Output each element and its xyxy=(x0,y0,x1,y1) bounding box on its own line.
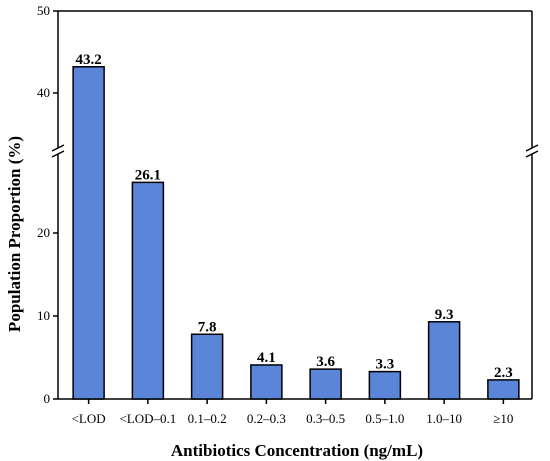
bar xyxy=(131,181,165,400)
x-axis-title: Antibiotics Concentration (ng/mL) xyxy=(171,441,423,460)
axis-break-slash xyxy=(51,144,65,152)
x-tick-label: <LOD xyxy=(72,411,106,426)
data-label: 7.8 xyxy=(198,319,217,335)
bar xyxy=(190,333,224,400)
y-axis-title: Population Proportion (%) xyxy=(5,136,24,332)
y-tick-label: 10 xyxy=(37,308,50,323)
chart-axes xyxy=(50,10,540,404)
data-label: 3.6 xyxy=(316,354,335,370)
axis-break-slash xyxy=(525,150,539,158)
y-tick-label: 50 xyxy=(37,3,50,18)
x-tick-label: 0.2–0.3 xyxy=(247,411,286,426)
chart-tick-labels: 0 10 20 40 50 <LOD <LOD–0.1 0.1–0.2 0.2–0.3 0.3–0… xyxy=(37,3,513,426)
data-label: 9.3 xyxy=(435,307,454,323)
x-tick-label: 0.1–0.2 xyxy=(188,411,227,426)
data-label: 3.3 xyxy=(376,357,395,373)
axis-break-slash xyxy=(525,144,539,152)
data-label: 2.3 xyxy=(494,365,513,381)
x-tick-label: <LOD–0.1 xyxy=(119,411,176,426)
bar xyxy=(368,370,402,400)
y-tick-label: 20 xyxy=(37,225,50,240)
bar xyxy=(309,368,342,400)
x-tick-label: 1.0–10 xyxy=(426,411,462,426)
data-label: 4.1 xyxy=(257,350,276,366)
y-tick-label: 0 xyxy=(44,391,51,406)
bar xyxy=(250,364,283,400)
bar xyxy=(72,66,105,400)
chart-data-labels: 43.2 26.1 7.8 4.1 3.6 3.3 9.3 2.3 xyxy=(76,52,513,381)
y-tick-label: 40 xyxy=(37,85,50,100)
x-tick-label: 0.5–1.0 xyxy=(365,411,404,426)
chart-bars xyxy=(72,66,520,400)
x-tick-label: ≥10 xyxy=(493,411,513,426)
x-tick-label: 0.3–0.5 xyxy=(306,411,345,426)
bar xyxy=(427,321,461,400)
axis-break-gap xyxy=(50,148,540,154)
axis-break-slash xyxy=(51,150,65,158)
bar xyxy=(487,379,520,400)
data-label: 26.1 xyxy=(135,167,161,183)
data-label: 43.2 xyxy=(76,52,102,68)
